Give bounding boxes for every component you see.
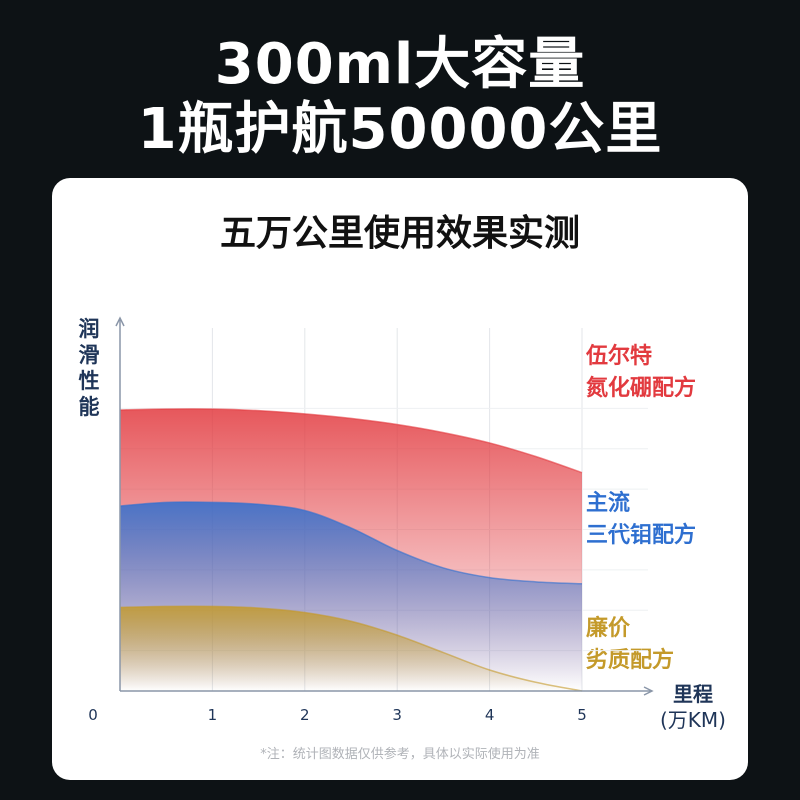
series-label-wurth: 伍尔特 氮化硼配方: [586, 341, 696, 405]
chart-card: 五万公里使用效果实测 润滑性能 里程 (万KM) 伍尔特 氮化硼配方 主流 三代…: [52, 178, 748, 780]
x-axis-label-line1: 里程: [673, 682, 713, 706]
series-line-0: [119, 408, 583, 474]
x-tick-label: 3: [392, 706, 402, 724]
x-axis-arrow: [643, 686, 654, 696]
y-axis-label-char: 能: [78, 395, 100, 419]
headline-line1: 300ml大容量: [214, 32, 586, 97]
y-axis-label: 润滑性能: [74, 316, 104, 420]
chart-title: 五万公里使用效果实测: [219, 213, 580, 254]
series-label-mainstream: 主流 三代钼配方: [586, 488, 696, 552]
x-axis-label: 里程 (万KM): [648, 681, 738, 733]
series-label-wurth-line2: 氮化硼配方: [586, 376, 697, 401]
x-tick-label: 1: [208, 706, 218, 724]
series-label-mainstream-line2: 三代钼配方: [586, 523, 697, 548]
y-axis-label-char: 滑: [78, 343, 100, 367]
series-label-cheap-line1: 廉价: [586, 616, 631, 641]
series-label-mainstream-line1: 主流: [586, 491, 631, 516]
y-axis-arrow: [115, 316, 125, 327]
y-axis-label-char: 性: [78, 369, 100, 393]
series-label-wurth-line1: 伍尔特: [586, 344, 653, 369]
series-line-2: [119, 605, 583, 692]
x-tick-label: 5: [577, 706, 587, 724]
x-tick-label: 0: [88, 706, 98, 724]
headline-line2: 1瓶护航50000公里: [137, 97, 663, 162]
x-axis-label-line2: (万KM): [660, 708, 726, 732]
chart-plot: 0 1 2 3 4 5: [88, 316, 654, 724]
chart-title-block: 五万公里使用效果实测: [205, 208, 594, 260]
x-tick-label: 4: [485, 706, 495, 724]
series-line-1: [119, 501, 583, 585]
series-area-2: [120, 606, 582, 691]
series-label-cheap-line2: 劣质配方: [586, 648, 675, 673]
y-axis-label-char: 润: [78, 317, 100, 341]
series-label-cheap: 廉价 劣质配方: [586, 613, 674, 677]
x-tick-label: 2: [300, 706, 310, 724]
footnote: *注：统计图数据仅供参考，具体以实际使用为准: [260, 747, 540, 762]
